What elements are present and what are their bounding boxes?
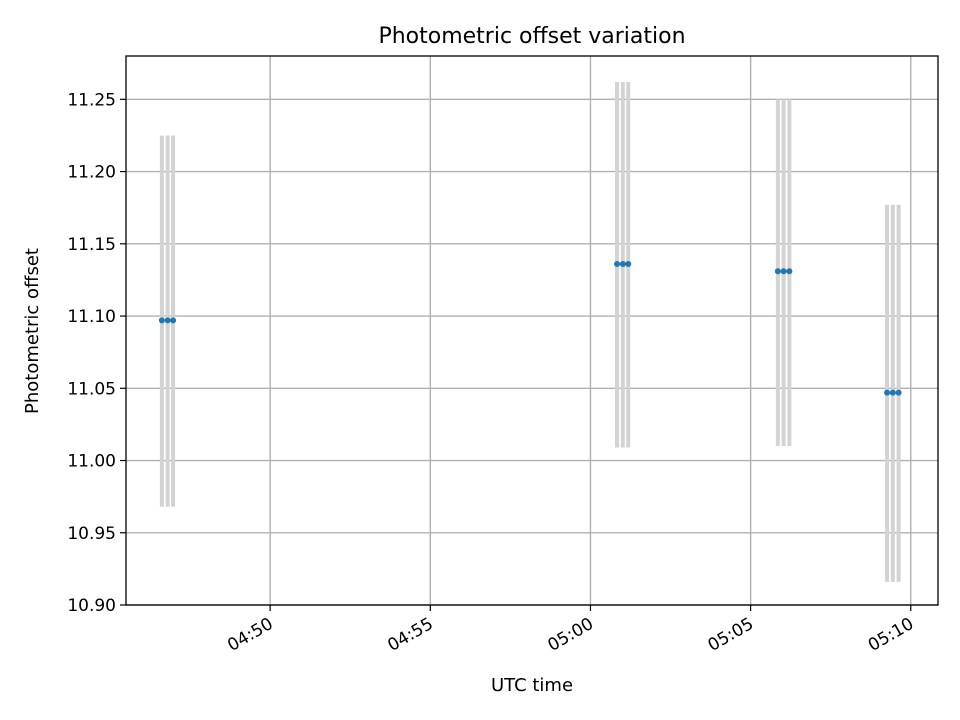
y-tick-label: 11.15 bbox=[67, 235, 116, 255]
y-tick-label: 11.00 bbox=[67, 452, 116, 472]
y-tick-label: 10.90 bbox=[67, 596, 116, 616]
x-axis-label: UTC time bbox=[491, 675, 573, 696]
data-point bbox=[774, 268, 781, 275]
y-tick-label: 11.05 bbox=[67, 379, 116, 399]
y-tick-label: 11.25 bbox=[67, 90, 116, 110]
y-tick-label: 10.95 bbox=[67, 524, 116, 544]
plot-area-frame bbox=[125, 55, 939, 606]
data-point bbox=[614, 261, 621, 268]
data-point bbox=[170, 317, 177, 324]
y-tick-label: 11.10 bbox=[67, 307, 116, 327]
data-point bbox=[884, 389, 891, 396]
data-point bbox=[164, 317, 171, 324]
y-axis-label: Photometric offset bbox=[22, 248, 43, 414]
data-points bbox=[158, 261, 902, 396]
data-point bbox=[889, 389, 896, 396]
data-point bbox=[625, 261, 632, 268]
data-point bbox=[895, 389, 902, 396]
y-axis-ticks: 10.90 10.95 11.00 11.05 11.10 11.15 11.20 11.25 bbox=[67, 90, 126, 616]
data-point bbox=[158, 317, 165, 324]
data-point bbox=[619, 261, 626, 268]
data-point bbox=[786, 268, 793, 275]
y-tick-label: 11.20 bbox=[67, 163, 116, 183]
data-point bbox=[780, 268, 787, 275]
chart-title: Photometric offset variation bbox=[378, 24, 685, 49]
